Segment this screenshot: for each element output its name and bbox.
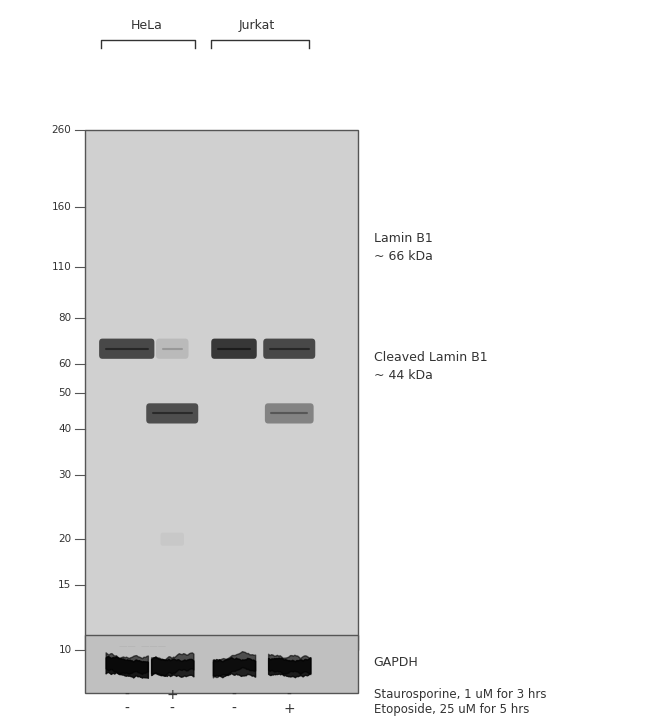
Text: ~ 44 kDa: ~ 44 kDa: [374, 369, 433, 382]
Text: -: -: [124, 687, 129, 702]
Text: 80: 80: [58, 313, 72, 323]
Text: 50: 50: [58, 388, 72, 398]
FancyBboxPatch shape: [84, 130, 358, 650]
Text: HeLa: HeLa: [130, 19, 162, 32]
Text: Cleaved Lamin B1: Cleaved Lamin B1: [374, 351, 488, 364]
FancyBboxPatch shape: [161, 533, 184, 546]
Text: 30: 30: [58, 469, 72, 479]
Text: 15: 15: [58, 580, 72, 590]
Text: 20: 20: [58, 534, 72, 544]
Text: 60: 60: [58, 359, 72, 369]
FancyBboxPatch shape: [263, 339, 315, 359]
FancyBboxPatch shape: [99, 339, 155, 359]
Text: ~ 66 kDa: ~ 66 kDa: [374, 250, 433, 263]
Text: +: +: [166, 687, 178, 702]
Text: 110: 110: [52, 262, 72, 272]
FancyBboxPatch shape: [84, 635, 358, 693]
Text: -: -: [231, 687, 237, 702]
FancyBboxPatch shape: [146, 404, 198, 424]
Text: -: -: [124, 702, 129, 716]
FancyBboxPatch shape: [265, 404, 313, 424]
FancyBboxPatch shape: [156, 339, 188, 359]
Text: 160: 160: [52, 202, 72, 212]
Text: +: +: [283, 702, 295, 716]
Text: -: -: [170, 702, 175, 716]
Text: 260: 260: [52, 125, 72, 135]
Text: 10: 10: [58, 645, 72, 655]
Text: -: -: [231, 702, 237, 716]
Text: 40: 40: [58, 424, 72, 434]
FancyBboxPatch shape: [211, 339, 257, 359]
Text: -: -: [287, 687, 292, 702]
Text: Jurkat: Jurkat: [239, 19, 275, 32]
Text: Etoposide, 25 uM for 5 hrs: Etoposide, 25 uM for 5 hrs: [374, 703, 529, 716]
Text: GAPDH: GAPDH: [374, 656, 419, 669]
Text: ——  ———: —— ———: [120, 643, 166, 651]
Text: Lamin B1: Lamin B1: [374, 232, 432, 245]
Text: Staurosporine, 1 uM for 3 hrs: Staurosporine, 1 uM for 3 hrs: [374, 688, 546, 701]
